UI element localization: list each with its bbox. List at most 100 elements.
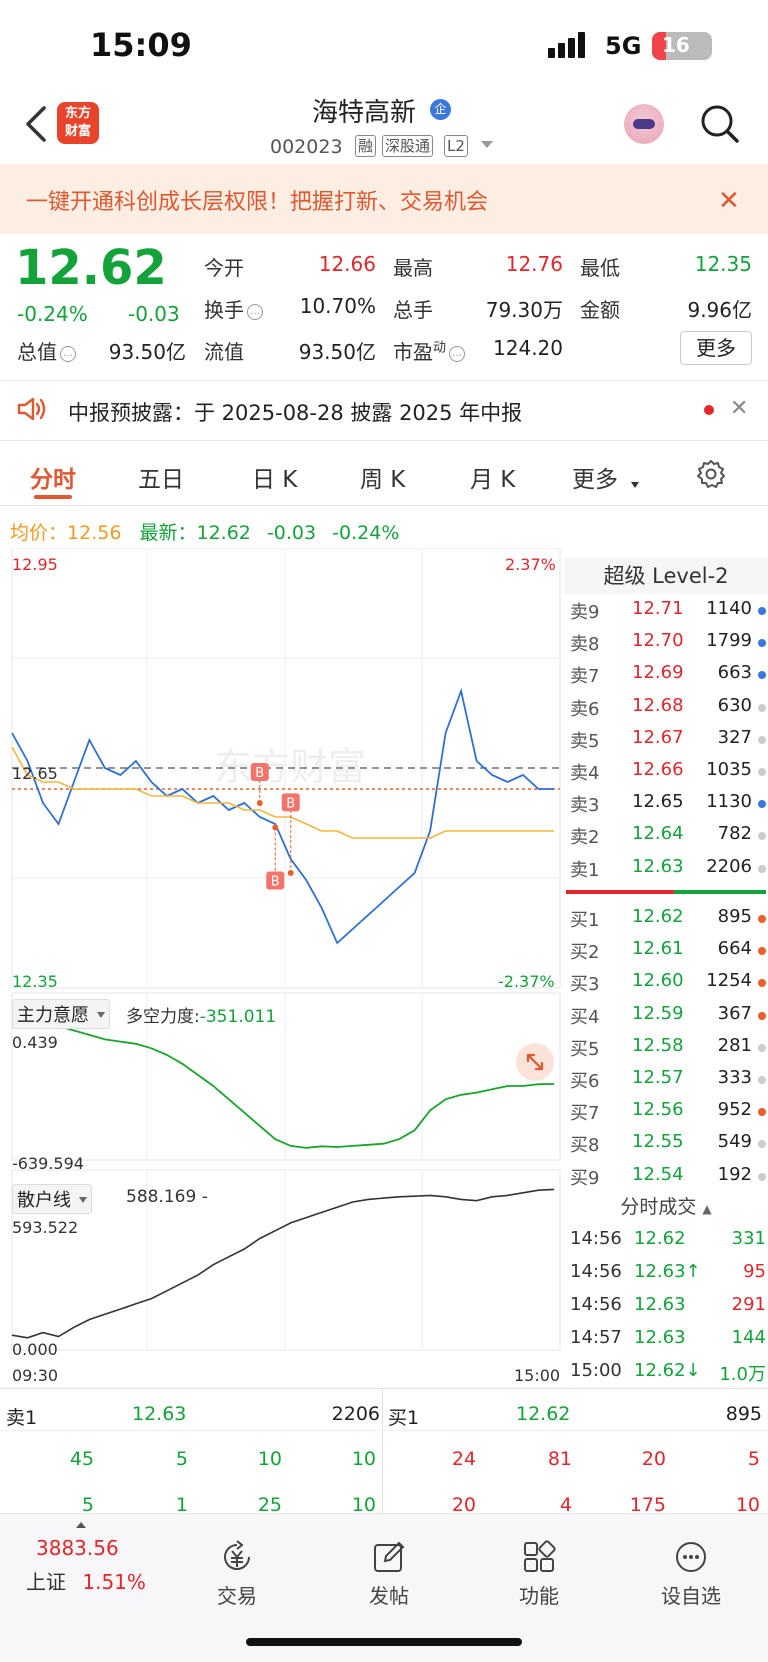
level2-tag: L2 [444,135,468,157]
nav-functions[interactable]: 功能 [494,1540,584,1609]
amount-value: 9.96亿 [687,298,752,322]
trades-title[interactable]: 分时成交 ▲ [620,1196,712,1218]
ask-row[interactable]: 卖3 12.65 1130 [570,791,766,823]
expand-icon[interactable] [516,1043,554,1081]
nav-add-watchlist[interactable]: 设自选 [646,1540,736,1609]
chevron-down-icon[interactable] [481,141,493,148]
caret-down-icon [631,482,639,488]
chart-panel-3 [11,1169,561,1351]
tab-intraday[interactable]: 分时 [30,467,76,493]
index-value[interactable]: 3883.56 [36,1522,119,1560]
order-flag-dot [758,1076,766,1084]
bid-row[interactable]: 买8 12.55 549 [570,1131,766,1163]
band-sell-cell: 25 [257,1494,282,1516]
bid-row[interactable]: 买5 12.58 281 [570,1035,766,1067]
intraday-chart[interactable]: 东方财富 B B B [0,548,564,1388]
nav-post[interactable]: 发帖 [344,1540,434,1609]
trade-volume: 95 [743,1261,766,1282]
band-sell-cell: 5 [81,1494,94,1516]
band-buy-cell: 175 [629,1494,666,1516]
info-icon[interactable]: … [449,346,466,362]
ask-row[interactable]: 卖2 12.64 782 [570,823,766,855]
more-stats-button[interactable]: 更多 [680,331,752,365]
bid-row[interactable]: 买4 12.59 367 [570,1003,766,1035]
nav-trade[interactable]: 交易 [192,1540,282,1609]
tab-active-indicator [34,495,72,499]
order-level-label: 买6 [570,1071,600,1092]
yuan-circle-icon [224,1540,250,1570]
bid-row[interactable]: 买7 12.56 952 [570,1099,766,1131]
order-volume: 333 [717,1067,752,1088]
bid-row[interactable]: 买9 12.54 192 [570,1164,766,1196]
indicator2-selector[interactable]: 散户线 [12,1184,92,1214]
ai-assistant-icon[interactable] [624,104,664,144]
notice-text[interactable]: 中报预披露：于 2025-08-28 披露 2025 年中报 [68,401,523,425]
stock-code: 002023 [270,136,343,158]
float-cap-label: 流值 [204,340,244,364]
enterprise-badge-icon: 企 [430,99,451,120]
search-icon[interactable] [700,104,740,144]
avg-price-value: 12.56 [67,522,122,544]
band-sell-cell: 5 [175,1448,188,1470]
tab-more[interactable]: 更多 [572,467,618,493]
level2-title[interactable]: 超级 Level-2 [564,558,768,594]
order-price: 12.59 [632,1002,684,1024]
tab-five-day[interactable]: 五日 [138,467,184,493]
tab-weekly-k[interactable]: 周 K [360,467,406,493]
ask-row[interactable]: 卖9 12.71 1140 [570,598,766,630]
order-flag-dot [758,915,766,923]
back-arrow-icon[interactable] [22,104,52,144]
close-icon[interactable]: ✕ [730,396,749,421]
ask-row[interactable]: 卖4 12.66 1035 [570,759,766,791]
bid-row[interactable]: 买2 12.61 664 [570,938,766,970]
bid-row[interactable]: 买3 12.60 1254 [570,970,766,1002]
gear-icon[interactable] [696,459,726,489]
indicator1-selector[interactable]: 主力意愿 [12,999,110,1029]
trade-marker-badge[interactable] [266,871,285,890]
status-time: 15:09 [90,26,192,64]
band-buy-cell: 24 [451,1448,476,1470]
order-level-label: 买9 [570,1167,600,1189]
open-label: 今开 [204,256,244,280]
trade-price: 12.63↑ [634,1261,701,1282]
trade-time: 14:56 [570,1294,622,1315]
trade-time: 15:00 [570,1360,622,1381]
high-value: 12.76 [505,252,563,276]
order-level-label: 买3 [570,974,600,996]
bid-row[interactable]: 买6 12.57 333 [570,1067,766,1099]
change-amount: -0.03 [128,302,180,326]
order-level-label: 卖2 [570,827,600,849]
promo-banner-text[interactable]: 一键开通科创成长层权限！把握打新、交易机会 [26,190,489,215]
order-level-label: 卖9 [570,602,600,623]
tab-daily-k[interactable]: 日 K [252,467,298,493]
index-info[interactable]: 上证 1.51% [26,1566,146,1595]
order-price: 12.65 [632,791,684,813]
band-sell-cell: 10 [351,1494,376,1516]
order-price: 12.71 [632,598,684,619]
ask-row[interactable]: 卖8 12.70 1799 [570,630,766,662]
order-price: 12.62 [632,906,684,927]
indicator1-value: -351.011 [199,1007,277,1027]
latest-value: 12.62 [196,522,251,544]
order-volume: 663 [717,662,752,684]
ask-row[interactable]: 卖6 12.68 630 [570,695,766,727]
close-icon[interactable]: ✕ [718,186,740,216]
promo-banner[interactable] [0,164,768,234]
ask-row[interactable]: 卖1 12.63 2206 [570,856,766,888]
bid-row[interactable]: 买1 12.62 895 [570,906,766,938]
order-price: 12.70 [632,630,684,652]
order-price: 12.63 [632,855,684,877]
trade-volume: 1.0万 [719,1364,766,1385]
trade-marker-badge[interactable] [281,793,300,812]
trade-marker-badge[interactable] [250,763,269,781]
order-volume: 895 [717,906,752,927]
divider [0,505,768,506]
ask-row[interactable]: 卖7 12.69 663 [570,662,766,694]
info-icon[interactable]: … [60,346,76,362]
ask-row[interactable]: 卖5 12.67 327 [570,727,766,759]
tab-monthly-k[interactable]: 月 K [470,467,516,493]
pe-sup: 动 [433,340,447,356]
trade-price: 12.63 [634,1327,686,1348]
info-icon[interactable]: … [247,304,263,320]
stock-name[interactable]: 海特高新 [312,98,417,128]
